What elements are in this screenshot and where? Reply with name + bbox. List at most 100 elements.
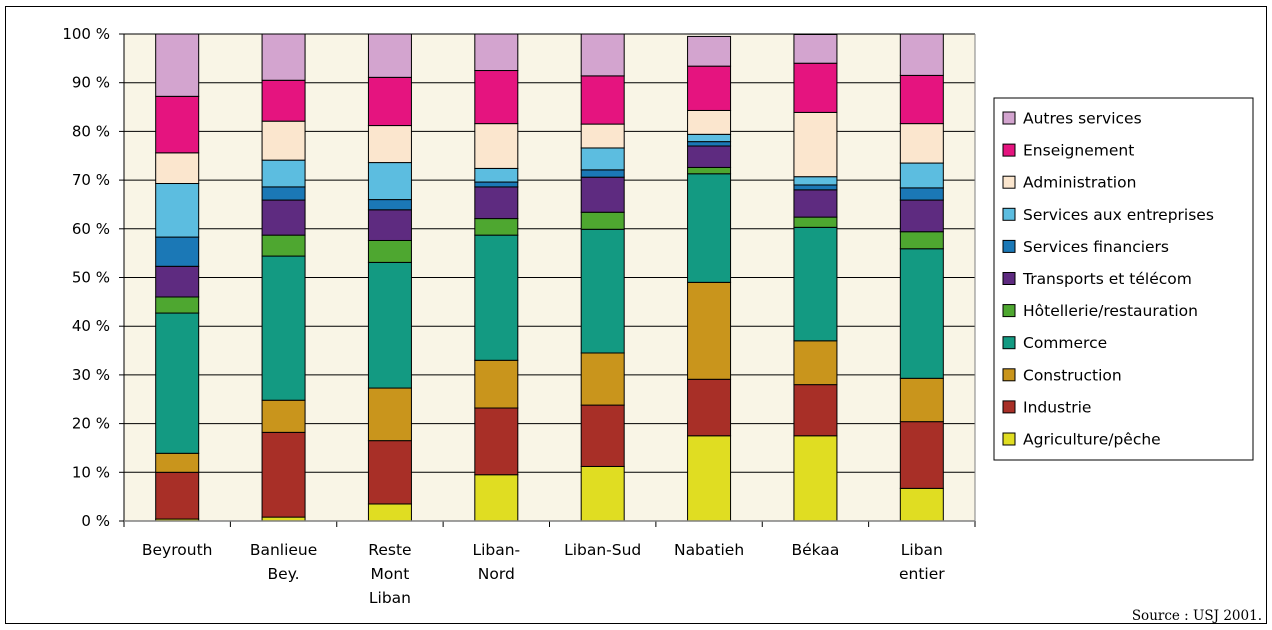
bar-segment bbox=[793, 226, 838, 342]
bar-segment bbox=[899, 377, 944, 423]
bar-segment bbox=[474, 218, 519, 236]
bar-segment bbox=[687, 141, 732, 147]
bar-segment bbox=[261, 199, 306, 236]
bar-segment bbox=[261, 159, 306, 188]
bar-segment bbox=[580, 211, 625, 230]
bar-segment bbox=[687, 133, 732, 143]
bar-segment bbox=[155, 152, 200, 185]
bar-segment bbox=[899, 33, 944, 76]
x-category-label: Reste bbox=[368, 541, 411, 559]
y-tick-label: 60 % bbox=[72, 220, 110, 238]
bar-segment bbox=[367, 503, 412, 522]
bar-segment bbox=[793, 340, 838, 386]
bar-segment bbox=[899, 74, 944, 125]
bar-segment bbox=[155, 236, 200, 267]
legend-label: Administration bbox=[1023, 174, 1136, 192]
y-tick-label: 70 % bbox=[72, 171, 110, 189]
x-category-label: Békaa bbox=[792, 541, 840, 559]
legend-label: Commerce bbox=[1023, 334, 1107, 352]
bar-segment bbox=[687, 65, 732, 111]
bar-segment bbox=[580, 169, 625, 178]
bar-segment bbox=[793, 384, 838, 437]
bar-segment bbox=[687, 109, 732, 135]
bar-segment bbox=[687, 145, 732, 168]
y-tick-label: 40 % bbox=[72, 317, 110, 335]
bar-segment bbox=[261, 33, 306, 81]
x-category-label: Liban bbox=[901, 541, 943, 559]
bar-segment bbox=[261, 234, 306, 257]
bar-segment bbox=[687, 35, 732, 67]
x-category-label: Banlieue bbox=[250, 541, 317, 559]
legend-swatch bbox=[1002, 207, 1016, 221]
legend-label: Transports et télécom bbox=[1022, 270, 1192, 288]
bar-segment bbox=[793, 435, 838, 522]
x-category-label: Liban bbox=[369, 589, 411, 607]
x-category-label: Bey. bbox=[268, 565, 300, 583]
bar-segment bbox=[793, 176, 838, 186]
bar-segment bbox=[155, 312, 200, 454]
legend-label: Agriculture/pêche bbox=[1023, 431, 1161, 449]
y-tick-label: 20 % bbox=[72, 415, 110, 433]
bar-segment bbox=[899, 231, 944, 250]
axes bbox=[123, 34, 976, 522]
legend-swatch bbox=[1002, 368, 1016, 382]
bar-segment bbox=[899, 421, 944, 489]
bar-segment bbox=[367, 387, 412, 442]
bar-segment bbox=[580, 123, 625, 149]
source-note: Source : USJ 2001. bbox=[1132, 608, 1262, 624]
y-axis-ticks: 0 % 10 % 20 % 30 % 40 % 50 % 60 % 70 % 80 % 90 % 1… bbox=[62, 25, 124, 530]
bar-segment bbox=[687, 281, 732, 380]
legend-swatch bbox=[1002, 143, 1016, 157]
x-category-label: Liban-Sud bbox=[564, 541, 641, 559]
legend-box bbox=[993, 97, 1254, 461]
bar-segment bbox=[155, 471, 200, 520]
y-tick-label: 100 % bbox=[62, 25, 110, 43]
bar-segment bbox=[793, 216, 838, 228]
bar-segment bbox=[474, 70, 519, 125]
bar-segment bbox=[793, 33, 838, 64]
bar-segment bbox=[580, 176, 625, 213]
bar-segment bbox=[899, 162, 944, 189]
y-tick-label: 10 % bbox=[72, 463, 110, 481]
y-tick-label: 0 % bbox=[81, 512, 110, 530]
bar-segment bbox=[474, 234, 519, 361]
bar-segment bbox=[261, 120, 306, 161]
bar-segment bbox=[899, 187, 944, 201]
legend-swatch bbox=[1002, 111, 1016, 125]
legend-swatch bbox=[1002, 304, 1016, 318]
legend-label: Autres services bbox=[1023, 110, 1142, 128]
bar-segment bbox=[899, 248, 944, 379]
bar-segment bbox=[155, 95, 200, 154]
bar-segment bbox=[261, 399, 306, 433]
bar-segment bbox=[580, 465, 625, 522]
bar-segment bbox=[687, 173, 732, 283]
bar-segment bbox=[687, 378, 732, 437]
bar-segment bbox=[367, 76, 412, 127]
legend-label: Enseignement bbox=[1023, 142, 1134, 160]
bar-segment bbox=[687, 435, 732, 522]
bar-segment bbox=[367, 162, 412, 201]
bar-segment bbox=[687, 166, 732, 175]
legend-swatch bbox=[1002, 272, 1016, 285]
bar-segment bbox=[580, 33, 625, 77]
legend-label: Services financiers bbox=[1023, 238, 1169, 256]
y-tick-label: 30 % bbox=[72, 366, 110, 384]
legend-swatch bbox=[1002, 175, 1016, 189]
bar-segment bbox=[580, 147, 625, 171]
bar-segment bbox=[474, 33, 519, 72]
bar-segment bbox=[474, 359, 519, 409]
bar-segment bbox=[367, 125, 412, 164]
bar-segment bbox=[155, 265, 200, 298]
bar-segment bbox=[261, 255, 306, 401]
bar-segment bbox=[474, 123, 519, 169]
bar-segment bbox=[793, 189, 838, 218]
bar-segment bbox=[155, 296, 200, 314]
bar-segment bbox=[580, 352, 625, 406]
x-category-label: Liban- bbox=[472, 541, 520, 559]
bar-segment bbox=[367, 440, 412, 505]
x-category-label: Mont bbox=[371, 565, 410, 583]
bar-segment bbox=[261, 79, 306, 122]
legend-swatch bbox=[1002, 400, 1016, 414]
bar-segment bbox=[580, 228, 625, 354]
bar-segment bbox=[580, 75, 625, 125]
